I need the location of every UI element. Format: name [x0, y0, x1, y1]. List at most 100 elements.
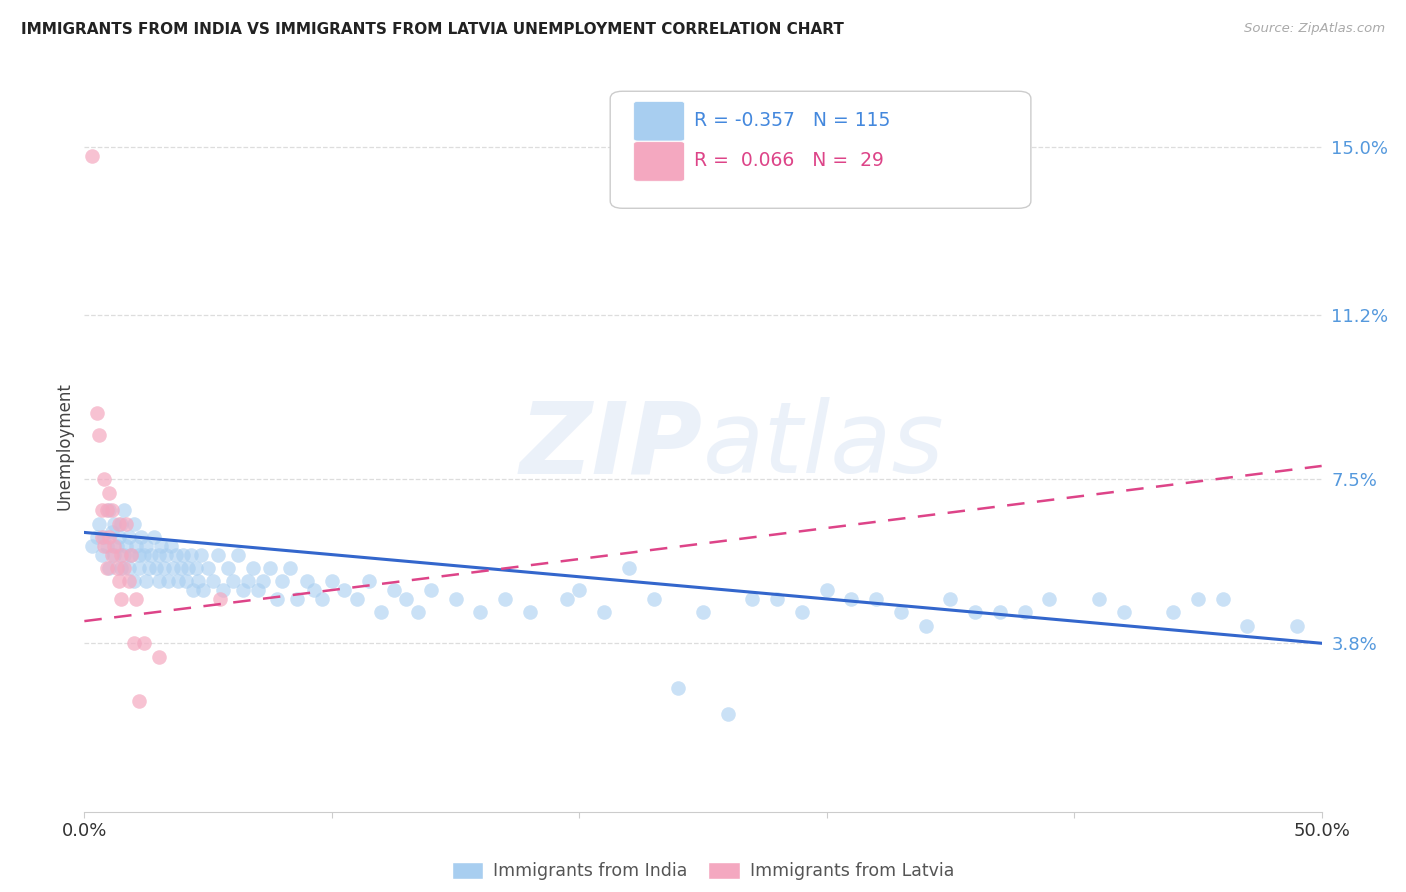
Point — [120, 548, 142, 562]
Point — [122, 636, 145, 650]
Point — [1014, 605, 1036, 619]
Point — [988, 605, 1011, 619]
Point — [965, 605, 987, 619]
Point — [232, 583, 254, 598]
Point — [181, 583, 204, 598]
Point — [103, 516, 125, 531]
Point — [815, 583, 838, 598]
Point — [155, 548, 177, 562]
Text: R =  0.066   N =  29: R = 0.066 N = 29 — [695, 152, 884, 170]
Point — [174, 574, 197, 589]
Point — [212, 583, 235, 598]
Point — [93, 539, 115, 553]
Point — [207, 548, 229, 562]
Point — [617, 561, 640, 575]
Point — [115, 516, 138, 531]
Point — [666, 681, 689, 695]
Point — [108, 530, 131, 544]
Point — [266, 591, 288, 606]
Point — [242, 561, 264, 575]
Point — [1112, 605, 1135, 619]
Point — [311, 591, 333, 606]
Point — [160, 539, 183, 553]
Point — [93, 530, 115, 544]
Point — [304, 583, 326, 598]
Point — [138, 561, 160, 575]
Text: R = -0.357   N = 115: R = -0.357 N = 115 — [695, 111, 891, 130]
Point — [939, 591, 962, 606]
Point — [1038, 591, 1060, 606]
Point — [110, 591, 132, 606]
Point — [184, 561, 207, 575]
Point — [357, 574, 380, 589]
Point — [180, 548, 202, 562]
Point — [125, 591, 148, 606]
Point — [717, 707, 740, 722]
Point — [135, 574, 157, 589]
Point — [96, 561, 118, 575]
Point — [132, 636, 155, 650]
Point — [96, 503, 118, 517]
Point — [890, 605, 912, 619]
Text: atlas: atlas — [703, 398, 945, 494]
Point — [93, 472, 115, 486]
Point — [118, 530, 141, 544]
Point — [115, 539, 138, 553]
Point — [790, 605, 813, 619]
Y-axis label: Unemployment: Unemployment — [55, 382, 73, 510]
Point — [643, 591, 665, 606]
Point — [259, 561, 281, 575]
Point — [346, 591, 368, 606]
Point — [98, 530, 121, 544]
Point — [118, 574, 141, 589]
Point — [112, 561, 135, 575]
Point — [112, 503, 135, 517]
Point — [89, 428, 111, 442]
Point — [741, 591, 763, 606]
Point — [112, 548, 135, 562]
Point — [333, 583, 356, 598]
FancyBboxPatch shape — [634, 102, 685, 141]
Point — [865, 591, 887, 606]
Point — [86, 530, 108, 544]
Point — [226, 548, 249, 562]
Point — [841, 591, 863, 606]
Point — [118, 561, 141, 575]
Point — [568, 583, 591, 598]
FancyBboxPatch shape — [610, 91, 1031, 209]
Point — [190, 548, 212, 562]
FancyBboxPatch shape — [634, 142, 685, 181]
Point — [1088, 591, 1111, 606]
Point — [555, 591, 578, 606]
Point — [271, 574, 294, 589]
Point — [135, 539, 157, 553]
Point — [132, 548, 155, 562]
Point — [110, 561, 132, 575]
Point — [236, 574, 259, 589]
Point — [105, 561, 128, 575]
Point — [321, 574, 343, 589]
Point — [419, 583, 441, 598]
Point — [103, 548, 125, 562]
Point — [408, 605, 430, 619]
Point — [122, 516, 145, 531]
Text: Source: ZipAtlas.com: Source: ZipAtlas.com — [1244, 22, 1385, 36]
Point — [120, 548, 142, 562]
Point — [1161, 605, 1184, 619]
Point — [100, 525, 122, 540]
Point — [110, 516, 132, 531]
Point — [90, 530, 112, 544]
Text: ZIP: ZIP — [520, 398, 703, 494]
Point — [80, 148, 103, 162]
Point — [90, 503, 112, 517]
Point — [108, 574, 131, 589]
Point — [98, 485, 121, 500]
Point — [100, 503, 122, 517]
Point — [129, 530, 152, 544]
Point — [152, 561, 174, 575]
Point — [141, 548, 163, 562]
Point — [100, 548, 122, 562]
Point — [145, 561, 167, 575]
Point — [217, 561, 239, 575]
Point — [167, 574, 190, 589]
